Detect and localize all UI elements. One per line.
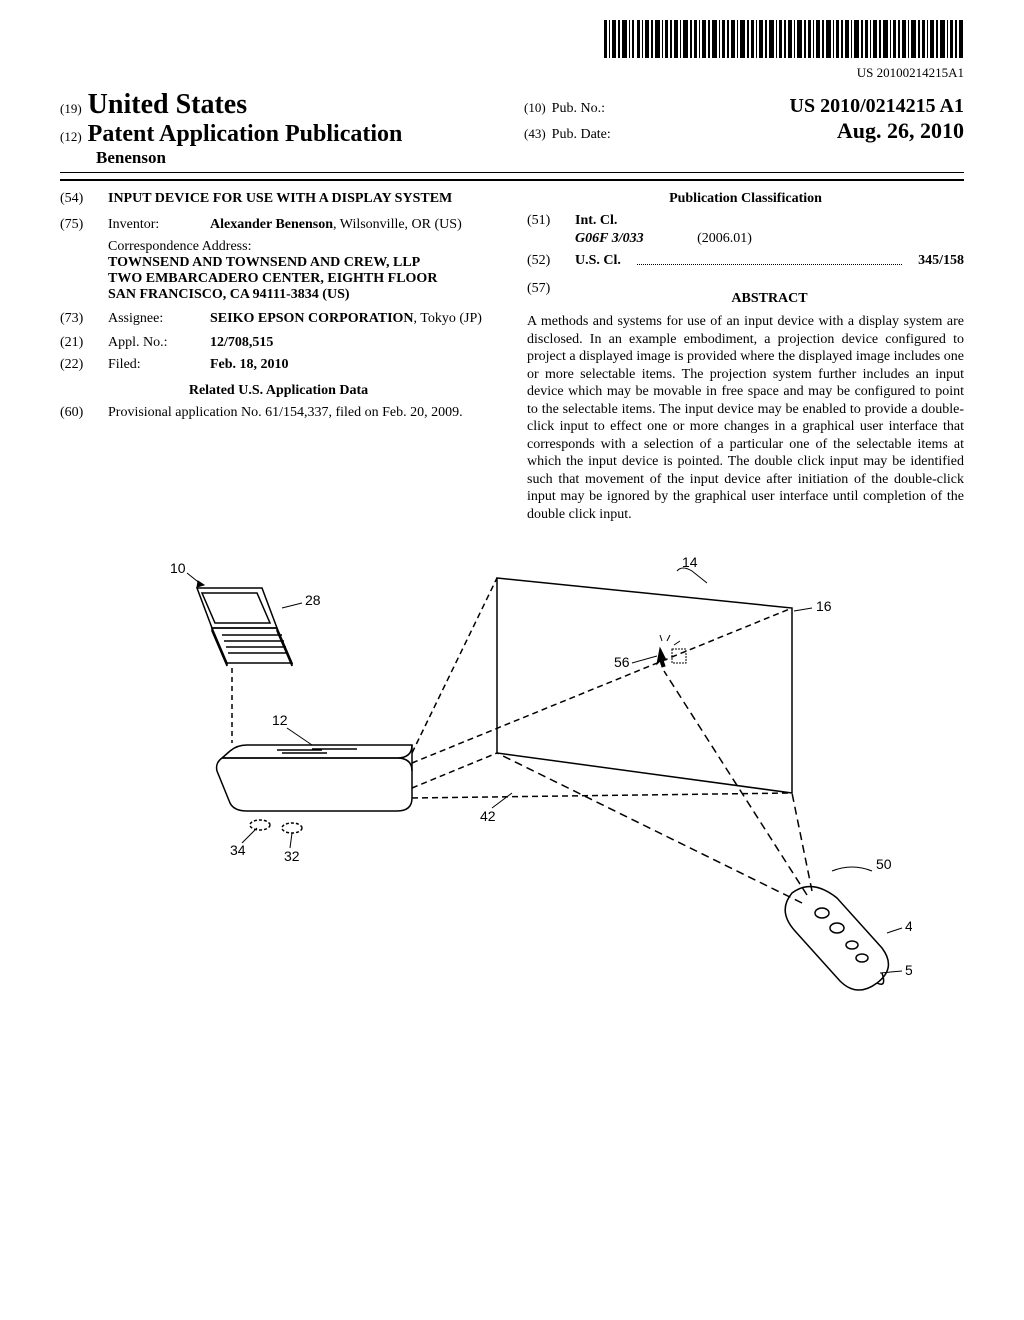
filed-value: Feb. 18, 2010: [210, 357, 497, 373]
provisional-text: Provisional application No. 61/154,337, …: [108, 405, 497, 421]
barcode-number: US 20100214215A1: [60, 65, 964, 81]
correspondence-block: Correspondence Address: TOWNSEND AND TOW…: [108, 239, 497, 303]
barcode-block: US 20100214215A1: [60, 20, 964, 81]
provisional-code: (60): [60, 405, 96, 421]
svg-text:34: 34: [230, 842, 246, 858]
patent-figure: 10 28 12 34 32 42 14 16 56 50 40 52: [60, 553, 964, 1028]
biblio-right: Publication Classification (51) Int. Cl.…: [527, 191, 964, 523]
svg-text:14: 14: [682, 554, 698, 570]
svg-text:28: 28: [305, 592, 321, 608]
inventor-surname: Benenson: [96, 148, 166, 168]
pubno-value: US 2010/0214215 A1: [790, 95, 964, 118]
figure-labels: 10 28 12 34 32 42 14 16 56 50 40 52: [170, 554, 912, 978]
assignee-value: SEIKO EPSON CORPORATION, Tokyo (JP): [210, 311, 497, 327]
invention-title: INPUT DEVICE FOR USE WITH A DISPLAY SYST…: [108, 191, 452, 207]
intcl-class: G06F 3/033: [575, 231, 644, 246]
intcl-row: G06F 3/033 (2006.01): [575, 231, 964, 247]
pub-type-code: (12): [60, 129, 82, 145]
inventor-label: Inventor:: [108, 217, 198, 233]
title-code: (54): [60, 191, 96, 207]
figure-svg: 10 28 12 34 32 42 14 16 56 50 40 52: [112, 553, 912, 1023]
pubno-code: (10): [524, 100, 546, 116]
barcode-icon: [604, 20, 964, 58]
svg-text:52: 52: [905, 962, 912, 978]
svg-text:32: 32: [284, 848, 300, 864]
laptop-icon: [197, 588, 292, 666]
applno-value: 12/708,515: [210, 335, 497, 351]
uscl-label: U.S. Cl.: [575, 253, 621, 269]
correspondence-line3: SAN FRANCISCO, CA 94111-3834 (US): [108, 287, 497, 303]
abstract-heading: ABSTRACT: [575, 291, 964, 307]
header-left: (19) United States (12) Patent Applicati…: [60, 89, 500, 168]
classification-heading: Publication Classification: [527, 191, 964, 207]
correspondence-label: Correspondence Address:: [108, 239, 497, 255]
projector-icon: [217, 745, 412, 833]
intcl-code: (51): [527, 213, 563, 229]
pub-type: Patent Application Publication: [88, 121, 403, 148]
svg-text:50: 50: [876, 856, 892, 872]
svg-text:56: 56: [614, 654, 630, 670]
projection-beam: [412, 578, 792, 798]
pubdate-code: (43): [524, 126, 546, 142]
country-name: United States: [88, 89, 247, 121]
pubdate-value: Aug. 26, 2010: [837, 118, 964, 144]
inventor-value: Alexander Benenson, Wilsonville, OR (US): [210, 217, 497, 233]
pubno-label: Pub. No.:: [552, 101, 605, 117]
svg-text:10: 10: [170, 560, 186, 576]
pointing-beam: [497, 671, 812, 903]
inventor-code: (75): [60, 217, 96, 233]
assignee-code: (73): [60, 311, 96, 327]
uscl-value: 345/158: [918, 253, 964, 269]
uscl-dots: [637, 253, 902, 265]
applno-code: (21): [60, 335, 96, 351]
header-right: (10) Pub. No.: US 2010/0214215 A1 (43) P…: [524, 89, 964, 172]
abstract-code: (57): [527, 281, 563, 311]
svg-text:12: 12: [272, 712, 288, 728]
svg-text:40: 40: [905, 918, 912, 934]
assignee-label: Assignee:: [108, 311, 198, 327]
filed-label: Filed:: [108, 357, 198, 373]
correspondence-line2: TWO EMBARCADERO CENTER, EIGHTH FLOOR: [108, 271, 497, 287]
divider: [60, 179, 964, 181]
applno-label: Appl. No.:: [108, 335, 198, 351]
related-heading: Related U.S. Application Data: [60, 383, 497, 399]
filed-code: (22): [60, 357, 96, 373]
leader-lines: [187, 568, 902, 973]
biblio-left: (54) INPUT DEVICE FOR USE WITH A DISPLAY…: [60, 191, 497, 523]
country-code: (19): [60, 101, 82, 117]
svg-text:16: 16: [816, 598, 832, 614]
correspondence-line1: TOWNSEND AND TOWNSEND AND CREW, LLP: [108, 255, 497, 271]
intcl-date: (2006.01): [697, 231, 752, 246]
pubdate-label: Pub. Date:: [552, 127, 611, 143]
intcl-label: Int. Cl.: [575, 213, 617, 229]
uscl-code: (52): [527, 253, 563, 269]
abstract-text: A methods and systems for use of an inpu…: [527, 313, 964, 523]
screen-icon: [497, 578, 792, 793]
svg-text:42: 42: [480, 808, 496, 824]
